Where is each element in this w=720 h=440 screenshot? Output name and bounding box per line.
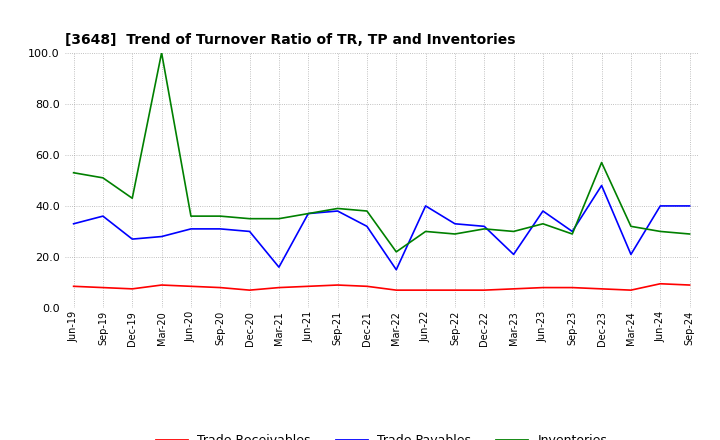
Trade Receivables bbox=[246, 287, 254, 293]
Inventories bbox=[392, 249, 400, 254]
Trade Payables bbox=[69, 221, 78, 227]
Legend: Trade Receivables, Trade Payables, Inventories: Trade Receivables, Trade Payables, Inven… bbox=[151, 429, 612, 440]
Trade Receivables bbox=[333, 282, 342, 288]
Trade Receivables bbox=[363, 284, 372, 289]
Trade Receivables bbox=[685, 282, 694, 288]
Trade Payables bbox=[274, 264, 283, 270]
Trade Receivables bbox=[157, 282, 166, 288]
Inventories bbox=[451, 231, 459, 237]
Trade Receivables bbox=[304, 284, 312, 289]
Trade Payables bbox=[216, 226, 225, 231]
Inventories bbox=[685, 231, 694, 237]
Trade Receivables bbox=[626, 287, 635, 293]
Trade Receivables bbox=[480, 287, 489, 293]
Inventories bbox=[186, 213, 195, 219]
Inventories bbox=[509, 229, 518, 234]
Inventories bbox=[157, 50, 166, 55]
Inventories bbox=[246, 216, 254, 221]
Trade Receivables bbox=[509, 286, 518, 291]
Trade Payables bbox=[685, 203, 694, 209]
Trade Receivables bbox=[392, 287, 400, 293]
Trade Payables bbox=[626, 252, 635, 257]
Inventories bbox=[421, 229, 430, 234]
Trade Payables bbox=[598, 183, 606, 188]
Trade Payables bbox=[421, 203, 430, 209]
Trade Payables bbox=[246, 229, 254, 234]
Inventories bbox=[480, 226, 489, 231]
Line: Trade Receivables: Trade Receivables bbox=[73, 284, 690, 290]
Trade Payables bbox=[186, 226, 195, 231]
Trade Receivables bbox=[99, 285, 107, 290]
Trade Payables bbox=[157, 234, 166, 239]
Trade Receivables bbox=[421, 287, 430, 293]
Inventories bbox=[99, 175, 107, 180]
Line: Trade Payables: Trade Payables bbox=[73, 186, 690, 270]
Trade Payables bbox=[480, 224, 489, 229]
Trade Receivables bbox=[216, 285, 225, 290]
Trade Payables bbox=[99, 213, 107, 219]
Trade Receivables bbox=[598, 286, 606, 291]
Trade Receivables bbox=[69, 284, 78, 289]
Inventories bbox=[216, 213, 225, 219]
Trade Payables bbox=[656, 203, 665, 209]
Trade Payables bbox=[363, 224, 372, 229]
Inventories bbox=[363, 209, 372, 214]
Trade Payables bbox=[392, 267, 400, 272]
Trade Payables bbox=[333, 209, 342, 214]
Inventories bbox=[333, 206, 342, 211]
Inventories bbox=[656, 229, 665, 234]
Inventories bbox=[274, 216, 283, 221]
Trade Receivables bbox=[568, 285, 577, 290]
Text: [3648]  Trend of Turnover Ratio of TR, TP and Inventories: [3648] Trend of Turnover Ratio of TR, TP… bbox=[65, 33, 516, 48]
Inventories bbox=[128, 196, 137, 201]
Trade Receivables bbox=[186, 284, 195, 289]
Inventories bbox=[626, 224, 635, 229]
Trade Receivables bbox=[656, 281, 665, 286]
Trade Receivables bbox=[128, 286, 137, 291]
Trade Payables bbox=[568, 229, 577, 234]
Trade Payables bbox=[128, 236, 137, 242]
Trade Receivables bbox=[274, 285, 283, 290]
Trade Receivables bbox=[539, 285, 547, 290]
Inventories bbox=[598, 160, 606, 165]
Trade Payables bbox=[539, 209, 547, 214]
Inventories bbox=[539, 221, 547, 227]
Inventories bbox=[304, 211, 312, 216]
Inventories bbox=[69, 170, 78, 176]
Trade Receivables bbox=[451, 287, 459, 293]
Trade Payables bbox=[304, 211, 312, 216]
Line: Inventories: Inventories bbox=[73, 53, 690, 252]
Trade Payables bbox=[451, 221, 459, 227]
Trade Payables bbox=[509, 252, 518, 257]
Inventories bbox=[568, 231, 577, 237]
